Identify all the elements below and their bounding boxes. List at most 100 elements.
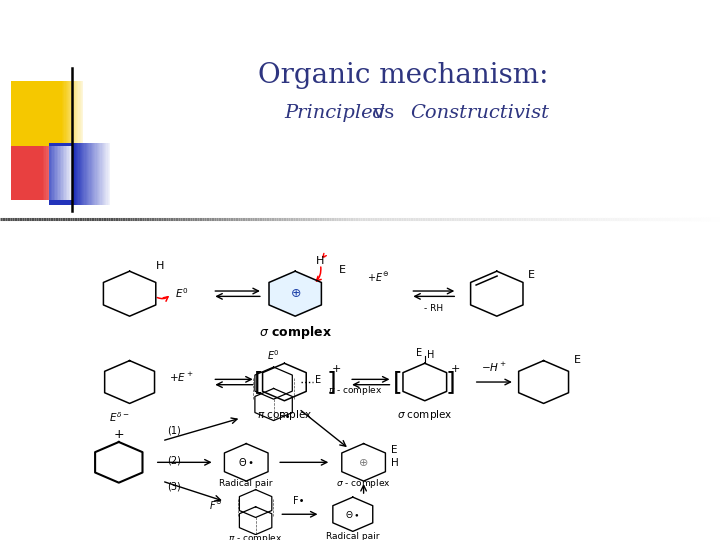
Text: +: + <box>332 363 342 374</box>
Text: +: + <box>114 428 124 441</box>
FancyBboxPatch shape <box>82 81 83 151</box>
Text: $\oplus$: $\oplus$ <box>289 287 301 300</box>
Text: Constructivist: Constructivist <box>410 104 549 123</box>
FancyBboxPatch shape <box>53 146 55 200</box>
FancyBboxPatch shape <box>71 146 72 200</box>
Text: $\sigma$ complex: $\sigma$ complex <box>397 408 453 422</box>
FancyBboxPatch shape <box>103 143 104 205</box>
FancyBboxPatch shape <box>49 146 50 200</box>
FancyBboxPatch shape <box>46 146 48 200</box>
Text: (2): (2) <box>167 455 181 465</box>
FancyBboxPatch shape <box>55 146 57 200</box>
FancyBboxPatch shape <box>73 81 74 151</box>
Text: E: E <box>416 348 422 357</box>
FancyBboxPatch shape <box>80 143 81 205</box>
FancyBboxPatch shape <box>48 146 49 200</box>
Text: ]: ] <box>445 370 455 394</box>
Text: [: [ <box>392 370 402 394</box>
FancyBboxPatch shape <box>76 143 77 205</box>
FancyBboxPatch shape <box>108 143 109 205</box>
Text: Radical pair: Radical pair <box>326 532 379 540</box>
Text: ]: ] <box>326 370 336 394</box>
Text: H: H <box>391 458 398 468</box>
FancyBboxPatch shape <box>68 81 69 151</box>
Text: E: E <box>528 270 535 280</box>
FancyBboxPatch shape <box>109 143 110 205</box>
FancyBboxPatch shape <box>105 143 107 205</box>
FancyBboxPatch shape <box>107 143 108 205</box>
FancyBboxPatch shape <box>58 146 60 200</box>
Text: (3): (3) <box>167 481 181 491</box>
Text: $E^0$: $E^0$ <box>175 286 188 300</box>
FancyBboxPatch shape <box>79 81 81 151</box>
Text: E: E <box>338 265 346 275</box>
FancyBboxPatch shape <box>99 143 100 205</box>
FancyBboxPatch shape <box>70 81 71 151</box>
FancyBboxPatch shape <box>65 81 66 151</box>
Text: $\Theta\bullet$: $\Theta\bullet$ <box>238 456 254 468</box>
FancyBboxPatch shape <box>68 146 69 200</box>
FancyArrowPatch shape <box>317 267 321 281</box>
FancyBboxPatch shape <box>71 81 72 151</box>
FancyBboxPatch shape <box>81 143 82 205</box>
FancyBboxPatch shape <box>50 146 52 200</box>
Text: $F^{\ominus}$: $F^{\ominus}$ <box>210 499 222 512</box>
FancyBboxPatch shape <box>96 143 98 205</box>
FancyBboxPatch shape <box>89 143 91 205</box>
Text: - RH: - RH <box>424 304 443 313</box>
Text: $E^0$: $E^0$ <box>267 348 280 362</box>
FancyBboxPatch shape <box>93 143 94 205</box>
FancyBboxPatch shape <box>64 146 66 200</box>
FancyBboxPatch shape <box>86 143 87 205</box>
Text: +: + <box>451 363 461 374</box>
FancyBboxPatch shape <box>52 146 54 200</box>
Text: vs: vs <box>367 104 407 123</box>
FancyBboxPatch shape <box>84 143 86 205</box>
Text: H: H <box>316 255 325 266</box>
FancyBboxPatch shape <box>63 81 65 151</box>
Text: Organic mechanism:: Organic mechanism: <box>258 62 549 89</box>
FancyBboxPatch shape <box>49 143 110 205</box>
Text: H: H <box>156 261 164 271</box>
Polygon shape <box>269 271 321 316</box>
FancyBboxPatch shape <box>87 143 88 205</box>
FancyBboxPatch shape <box>72 81 73 151</box>
FancyBboxPatch shape <box>66 146 68 200</box>
Text: $+ E^+$: $+ E^+$ <box>169 371 194 384</box>
FancyBboxPatch shape <box>81 81 82 151</box>
FancyBboxPatch shape <box>94 143 96 205</box>
FancyBboxPatch shape <box>11 146 72 200</box>
Text: $\oplus$: $\oplus$ <box>359 457 369 468</box>
Text: [: [ <box>254 370 264 394</box>
FancyBboxPatch shape <box>45 146 46 200</box>
FancyBboxPatch shape <box>100 143 102 205</box>
FancyBboxPatch shape <box>66 81 68 151</box>
Text: $\sigma$ - complex: $\sigma$ - complex <box>336 477 391 490</box>
Text: E: E <box>391 445 398 455</box>
Text: (1): (1) <box>167 426 181 436</box>
FancyBboxPatch shape <box>66 81 67 151</box>
FancyBboxPatch shape <box>63 146 64 200</box>
FancyArrowPatch shape <box>157 296 168 301</box>
FancyBboxPatch shape <box>91 143 92 205</box>
FancyBboxPatch shape <box>82 143 84 205</box>
FancyBboxPatch shape <box>57 146 58 200</box>
FancyBboxPatch shape <box>98 143 99 205</box>
FancyBboxPatch shape <box>76 81 78 151</box>
FancyBboxPatch shape <box>104 143 105 205</box>
Text: $-H^+$: $-H^+$ <box>481 361 507 374</box>
Text: $E^{\delta-}$: $E^{\delta-}$ <box>109 410 129 424</box>
FancyBboxPatch shape <box>69 81 70 151</box>
FancyBboxPatch shape <box>77 143 78 205</box>
FancyBboxPatch shape <box>60 146 61 200</box>
FancyBboxPatch shape <box>88 143 89 205</box>
Text: F•: F• <box>293 496 305 505</box>
Text: E: E <box>574 355 581 365</box>
FancyBboxPatch shape <box>61 146 63 200</box>
Text: $\pi$ complex: $\pi$ complex <box>257 408 312 422</box>
FancyBboxPatch shape <box>74 81 75 151</box>
Text: H: H <box>427 350 434 360</box>
Text: $\pi$ - complex: $\pi$ - complex <box>328 384 382 397</box>
FancyArrowPatch shape <box>323 253 326 257</box>
Text: Principled: Principled <box>284 104 385 123</box>
